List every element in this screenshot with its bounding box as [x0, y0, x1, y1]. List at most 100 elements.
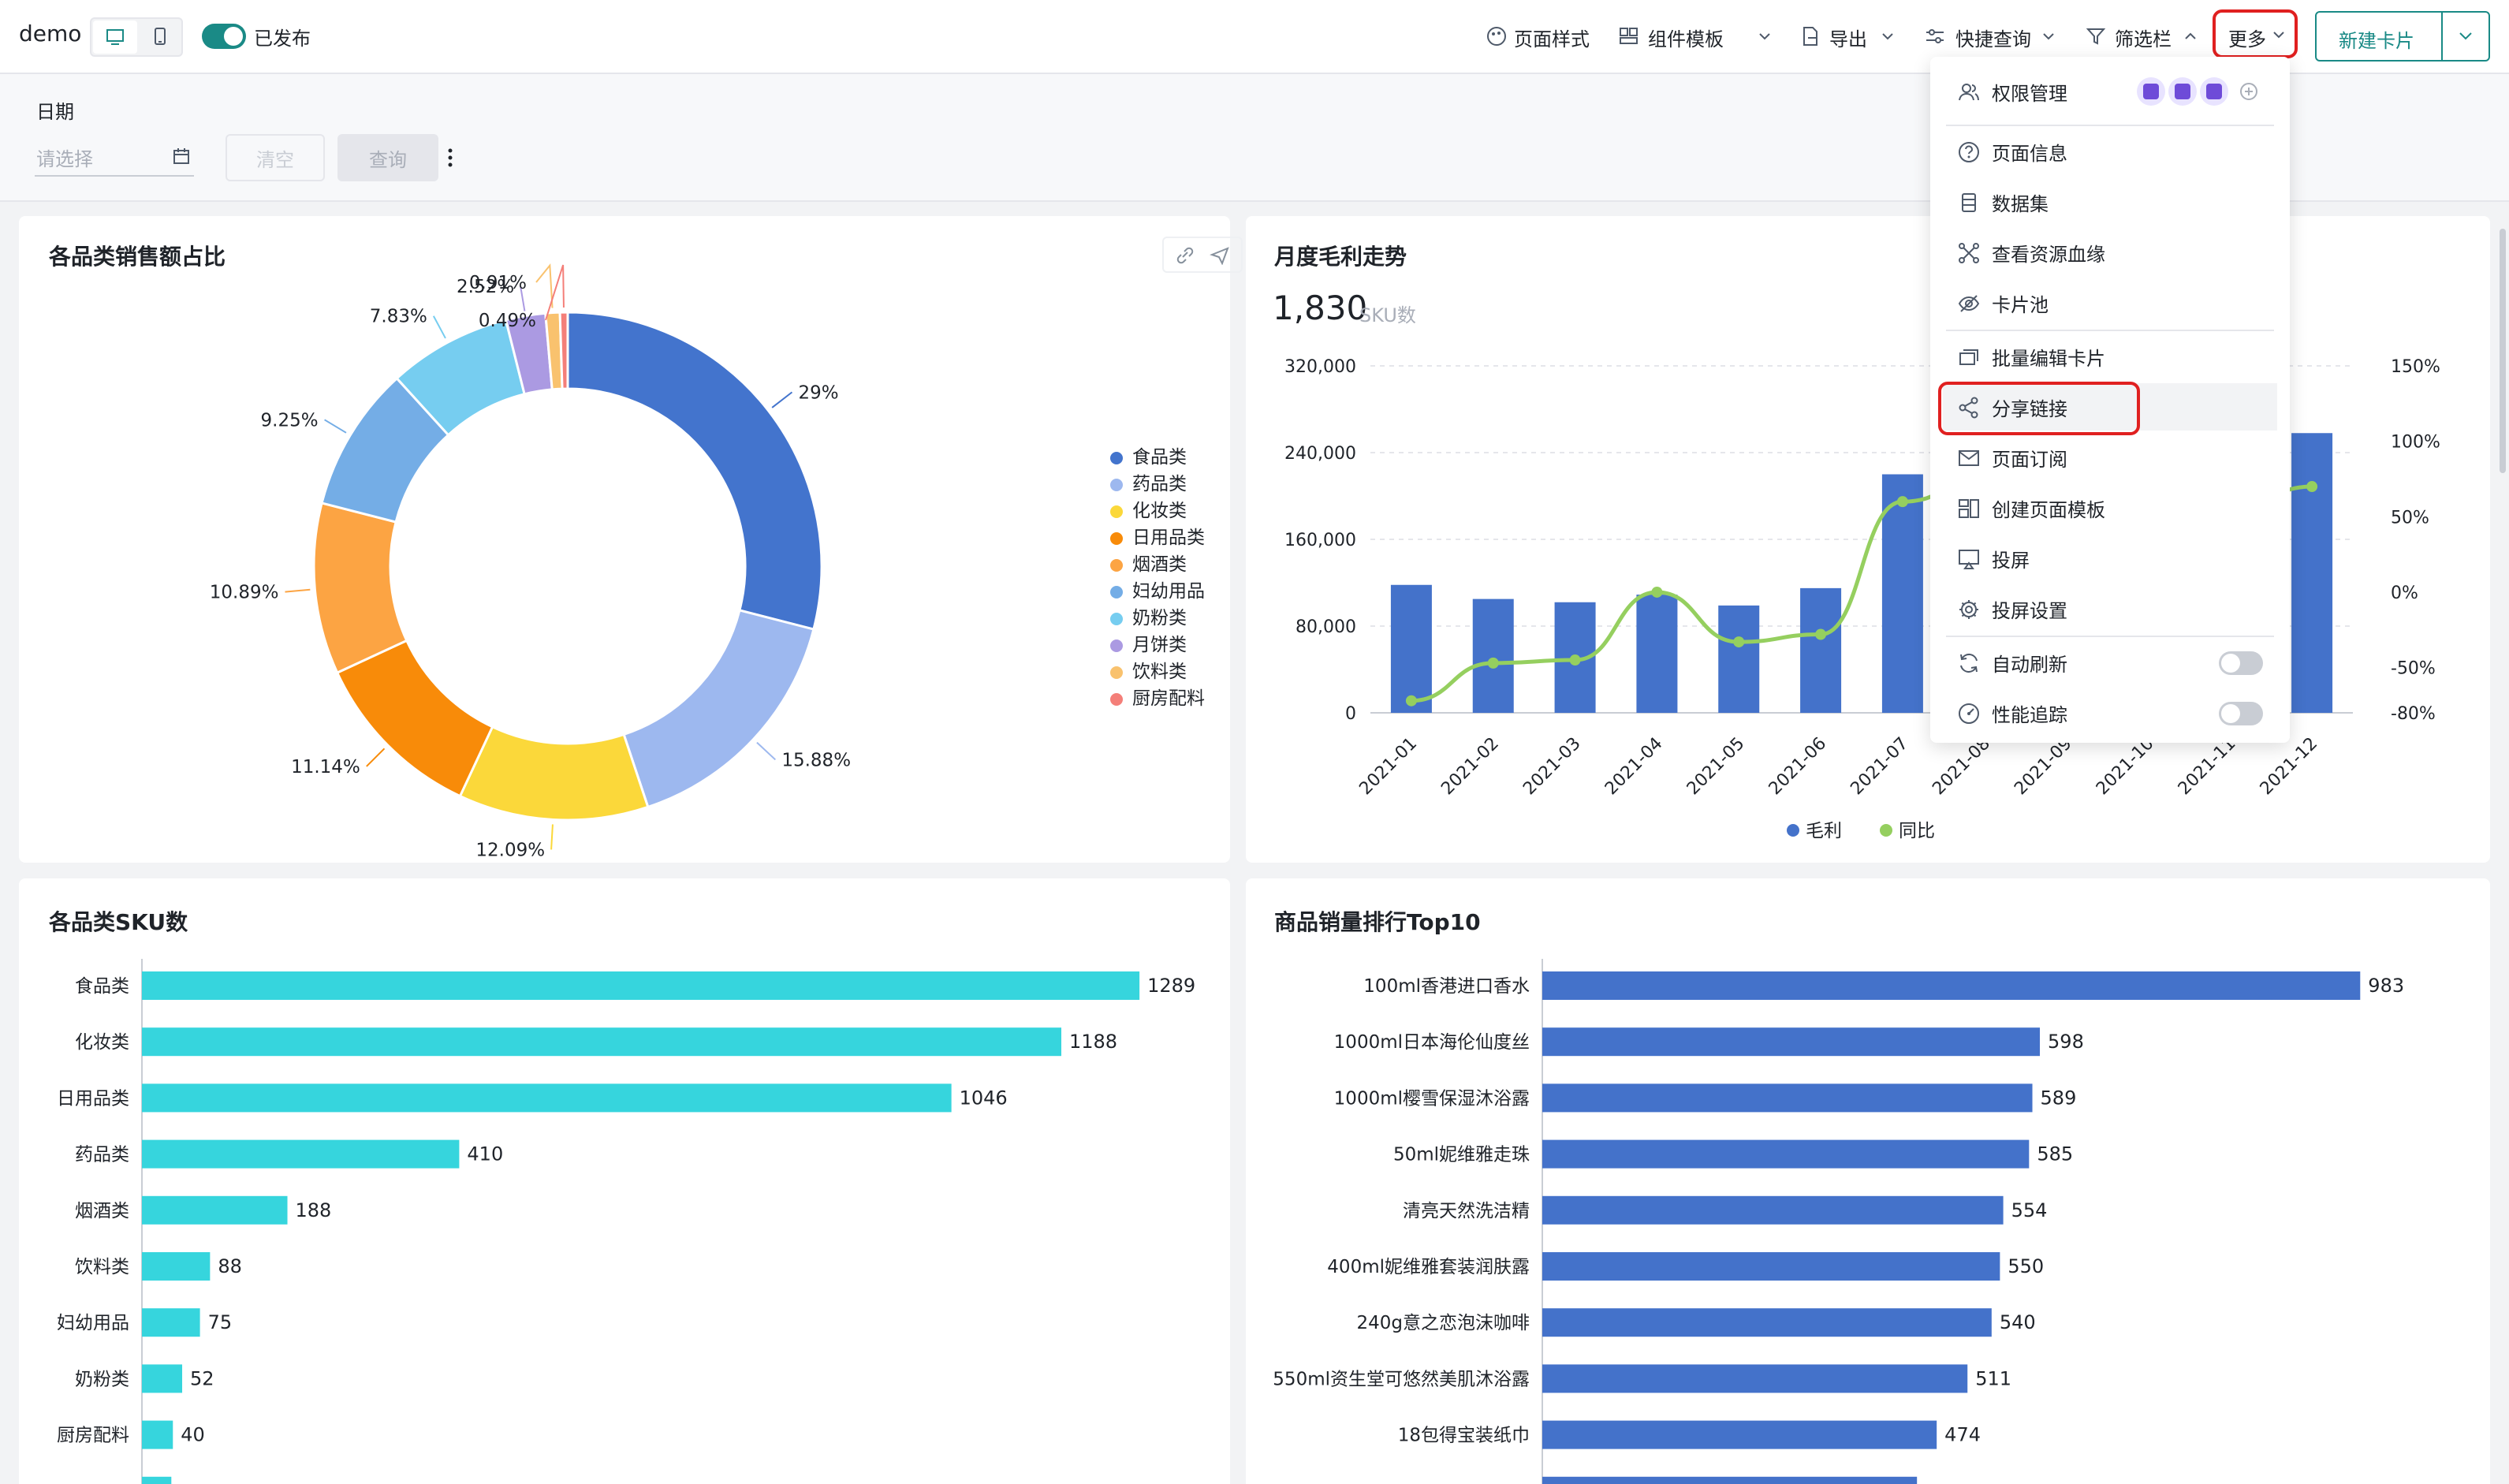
menu-item-cast-settings[interactable]: 投屏设置: [1930, 585, 2290, 632]
bar: [142, 1139, 460, 1169]
more-vertical-icon[interactable]: [446, 147, 454, 169]
menu-item-share-link[interactable]: 分享链接: [1943, 383, 2277, 431]
legend-item[interactable]: 月饼类: [1110, 629, 1187, 656]
chevron-down-icon: [2273, 32, 2284, 39]
bar: [1390, 584, 1432, 713]
avatar: [2168, 77, 2197, 106]
clear-button[interactable]: 清空: [226, 134, 325, 181]
menu-item-permissions[interactable]: 权限管理: [1930, 68, 2290, 115]
publish-toggle[interactable]: [202, 24, 246, 49]
menu-item-create-template[interactable]: 创建页面模板: [1930, 484, 2290, 531]
menu-item-performance[interactable]: 性能追踪: [1930, 689, 2290, 736]
pie-data-label: 9.25%: [261, 410, 319, 431]
legend-item[interactable]: 化妆类: [1110, 495, 1187, 522]
export-label: 导出: [1829, 28, 1867, 50]
menu-item-subscribe[interactable]: 页面订阅: [1930, 434, 2290, 481]
combo-chart-card: 月度毛利走势 1,830 SKU数 320,000 240,000 160,000 8…: [1246, 216, 2490, 863]
mobile-view-button[interactable]: [139, 21, 181, 54]
legend-label: 烟酒类: [1132, 554, 1187, 575]
x-tick-label: 2021-05: [1683, 734, 1749, 800]
chevron-down-icon: [1759, 33, 1770, 40]
y2-tick-label: -80%: [2391, 704, 2436, 724]
line-point: [1569, 654, 1581, 666]
performance-toggle[interactable]: [2219, 702, 2263, 725]
pie-slice: [458, 725, 650, 822]
menu-item-page-info[interactable]: 页面信息: [1930, 128, 2290, 175]
more-button[interactable]: 更多: [2213, 9, 2298, 58]
bar: [1542, 1027, 2041, 1057]
new-card-label: 新建卡片: [2339, 30, 2414, 52]
legend-item[interactable]: 日用品类: [1110, 522, 1205, 549]
new-card-button[interactable]: 新建卡片: [2317, 13, 2441, 60]
menu-item-batch-edit[interactable]: 批量编辑卡片: [1930, 333, 2290, 380]
x-tick-label: 2021-10: [2093, 734, 2158, 800]
legend-item[interactable]: 妇幼用品: [1110, 576, 1205, 602]
y-tick-label: 妇幼用品: [57, 1313, 129, 1333]
menu-item-card-pool[interactable]: 卡片池: [1930, 279, 2290, 326]
menu-item-label: 卡片池: [1992, 294, 2049, 316]
menu-item-label: 投屏设置: [1992, 600, 2067, 622]
filter-bar-label: 筛选栏: [2115, 28, 2172, 50]
menu-item-lineage[interactable]: 查看资源血缘: [1930, 229, 2290, 276]
pie-label-line: [535, 263, 554, 308]
calendar-icon[interactable]: [172, 147, 191, 166]
date-picker-input[interactable]: 请选择: [35, 136, 194, 177]
pie-data-label: 2.52%: [457, 277, 514, 297]
y2-tick-label: 0%: [2391, 584, 2418, 603]
new-card-dropdown[interactable]: [2443, 13, 2488, 60]
template-grid-icon: [1620, 28, 1638, 44]
y-tick-label: 160,000: [1284, 531, 1356, 550]
desktop-view-button[interactable]: [93, 21, 137, 54]
legend-item[interactable]: 烟酒类: [1110, 549, 1187, 576]
data-label: 1046: [960, 1087, 1008, 1109]
data-label: 598: [2048, 1031, 2084, 1053]
legend-label: 毛利: [1806, 821, 1842, 841]
chevron-up-icon: [2185, 32, 2196, 39]
menu-item-cast[interactable]: 投屏: [1930, 535, 2290, 582]
bar: [1542, 1420, 1937, 1449]
quick-query-button[interactable]: 快捷查询: [1924, 19, 2063, 54]
legend-item[interactable]: 药品类: [1110, 468, 1187, 495]
add-circle-icon[interactable]: [2239, 82, 2258, 101]
top-toolbar: demo 已发布 页面样式 组件模板 导出 快捷查询 筛选栏 更多: [0, 0, 2509, 74]
sku-chart-title: 各品类SKU数: [49, 909, 188, 935]
legend-item[interactable]: 奶粉类: [1110, 602, 1187, 629]
legend-item[interactable]: 饮料类: [1110, 656, 1187, 683]
component-template-button[interactable]: 组件模板: [1618, 19, 1773, 54]
menu-item-auto-refresh[interactable]: 自动刷新: [1930, 639, 2290, 686]
filter-bar-button[interactable]: 筛选栏: [2085, 19, 2201, 54]
pie-label-line: [285, 588, 311, 593]
page-scrollbar[interactable]: [2500, 229, 2506, 473]
export-button[interactable]: 导出: [1799, 19, 1897, 54]
pie-label-line: [324, 419, 347, 434]
pie-label-line: [520, 285, 526, 311]
menu-item-label: 性能追踪: [1992, 704, 2067, 726]
line-point: [1651, 586, 1663, 598]
legend-swatch: [1880, 824, 1892, 837]
bar: [1542, 1195, 2004, 1225]
legend-item[interactable]: 食品类: [1110, 442, 1187, 468]
lineage-icon: [1959, 243, 1979, 263]
menu-item-dataset[interactable]: 数据集: [1930, 178, 2290, 226]
y2-tick-label: 50%: [2391, 508, 2429, 528]
legend-item[interactable]: 厨房配料: [1110, 683, 1205, 710]
chevron-down-icon: [2459, 32, 2472, 40]
x-tick-label: 2021-08: [1929, 734, 1994, 800]
pie-slice: [335, 639, 494, 798]
x-tick-label: 2021-07: [1847, 734, 1912, 800]
pie-data-label: 0.91%: [469, 273, 527, 293]
query-button[interactable]: 查询: [337, 134, 438, 181]
date-placeholder: 请选择: [36, 148, 93, 170]
pie-data-label: 29%: [798, 382, 838, 403]
page-style-button[interactable]: 页面样式: [1486, 19, 1596, 54]
send-icon[interactable]: [1210, 246, 1230, 265]
quick-query-label: 快捷查询: [1955, 28, 2031, 50]
bar: [1881, 474, 1923, 713]
data-label: 550: [2008, 1255, 2044, 1277]
top10-bar-chart: 100ml香港进口香水 983 1000ml日本海伦仙度丝 598 1000ml樱雪保湿…: [1273, 959, 2404, 1484]
auto-refresh-toggle[interactable]: [2219, 651, 2263, 675]
bar: [1542, 1364, 1968, 1393]
combo-chart-title: 月度毛利走势: [1274, 244, 1407, 270]
pie-chart-title: 各品类销售额占比: [49, 244, 226, 270]
link-icon[interactable]: [1175, 246, 1195, 265]
